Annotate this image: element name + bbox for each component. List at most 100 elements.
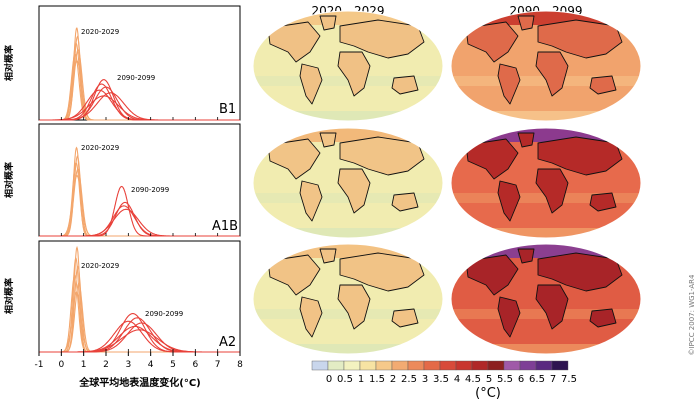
map-continent-3: [535, 51, 569, 97]
map-antarctic-band: [253, 111, 443, 121]
x-tick-label: 8: [237, 360, 243, 370]
pdf-curve-a2-2090-2099-5: [39, 329, 240, 353]
colorbar-tick-label: 4: [454, 374, 460, 385]
map-arctic-band: [253, 244, 443, 258]
colorbar-tick-label: 5.5: [497, 374, 513, 385]
copyright: ©IPCC 2007: WG1-AR4: [688, 274, 696, 356]
x-tick-label: -1: [35, 360, 44, 370]
map-field-1: [451, 11, 641, 121]
x-tick-label: 7: [215, 360, 221, 370]
pdf-curve-a1b-2090-2099-3: [39, 208, 240, 237]
map-continent-4: [589, 308, 617, 328]
colorbar-tick-label: 1: [358, 374, 364, 385]
map-continent-1: [497, 180, 521, 222]
colorbar-tick-label: 2.5: [401, 374, 417, 385]
map-field-3: [451, 128, 641, 238]
map-outline: [450, 10, 642, 122]
map-continent-2: [537, 136, 623, 176]
x-axis-label: 全球平均地表温度变化(°C): [78, 376, 200, 389]
map-continent-3: [337, 51, 371, 97]
x-tick-label: 2: [103, 360, 109, 370]
map-continent-1: [497, 63, 521, 105]
b1-label-2020: 2020-2029: [81, 28, 119, 36]
colorbar-swatch: [311, 360, 329, 371]
map-continent-3: [535, 168, 569, 214]
panel-frame-a1b: [38, 123, 241, 237]
colorbar-tick-label: 0.5: [337, 374, 353, 385]
map-continent-5: [517, 248, 535, 264]
colorbar-swatch: [391, 360, 409, 371]
map-field-2: [253, 128, 443, 238]
colorbar-tick-label: 5: [486, 374, 492, 385]
map-panel-2: [252, 127, 444, 239]
colorbar-swatch: [487, 360, 505, 371]
colorbar-swatch: [455, 360, 473, 371]
map-continent-5: [517, 132, 535, 148]
map-outline: [450, 243, 642, 355]
colorbar-tick-label: 7.5: [561, 374, 577, 385]
colorbar-tick-label: 0: [326, 374, 332, 385]
map-panel-4: [252, 243, 444, 355]
map-continent-2: [537, 252, 623, 292]
a2-label-2020: 2020-2029: [81, 262, 119, 270]
map-continent-0: [267, 138, 321, 180]
map-outline: [252, 243, 444, 355]
map-continent-0: [465, 21, 519, 63]
map-continent-3: [337, 284, 371, 330]
map-continent-3: [535, 284, 569, 330]
map-continent-0: [465, 254, 519, 296]
map-arctic-band: [451, 11, 641, 25]
colorbar-tick-label: 7: [550, 374, 556, 385]
map-continent-4: [589, 192, 617, 212]
map-antarctic-band: [451, 228, 641, 238]
map-outline: [450, 127, 642, 239]
map-continent-4: [391, 75, 419, 95]
map-field-0: [253, 11, 443, 121]
b1-scenario-label: B1: [219, 102, 236, 117]
map-continent-3: [337, 168, 371, 214]
map-continent-5: [319, 248, 337, 264]
colorbar-tick-label: 6.5: [529, 374, 545, 385]
map-outline: [252, 127, 444, 239]
maps: [252, 10, 642, 355]
x-tick-label: 6: [192, 360, 198, 370]
map-continent-5: [319, 132, 337, 148]
a1b-label-2090: 2090-2099: [131, 186, 169, 194]
map-panel-0: [252, 10, 444, 122]
b1-label-2090: 2090-2099: [117, 74, 155, 82]
map-continent-1: [299, 63, 323, 105]
map-arctic-band: [451, 244, 641, 258]
y-axis-label-a2: 相对概率: [3, 278, 15, 314]
colorbar-tick-label: 3.5: [433, 374, 449, 385]
colorbar-tick-label: 3: [422, 374, 428, 385]
map-continent-2: [537, 19, 623, 59]
map-arctic-band: [253, 11, 443, 25]
x-tick-label: 4: [148, 360, 154, 370]
colorbar-swatch: [327, 360, 345, 371]
map-continent-1: [497, 296, 521, 338]
map-antarctic-band: [451, 111, 641, 121]
y-axis-label-b1: 相对概率: [3, 45, 15, 81]
x-tick-label: 3: [125, 360, 131, 370]
x-tick-label: 1: [81, 360, 87, 370]
pdf-curve-b1-2090-2099-5: [39, 95, 240, 121]
map-outline: [252, 10, 444, 122]
colorbar-tick-label: 4.5: [465, 374, 481, 385]
colorbar-unit: (°C): [475, 386, 501, 401]
map-panel-3: [450, 127, 642, 239]
x-tick-label: 5: [170, 360, 176, 370]
colorbar-tick-label: 6: [518, 374, 524, 385]
colorbar-swatch: [407, 360, 425, 371]
map-continent-0: [267, 21, 321, 63]
map-panel-5: [450, 243, 642, 355]
colorbar-swatch: [471, 360, 489, 371]
colorbar-swatch: [503, 360, 521, 371]
colorbar-swatch: [535, 360, 553, 371]
map-antarctic-band: [451, 344, 641, 354]
a2-scenario-label: A2: [219, 335, 236, 350]
a2-label-2090: 2090-2099: [145, 310, 183, 318]
colorbar-swatch: [343, 360, 361, 371]
colorbar-swatch: [439, 360, 457, 371]
colorbar-swatch: [423, 360, 441, 371]
